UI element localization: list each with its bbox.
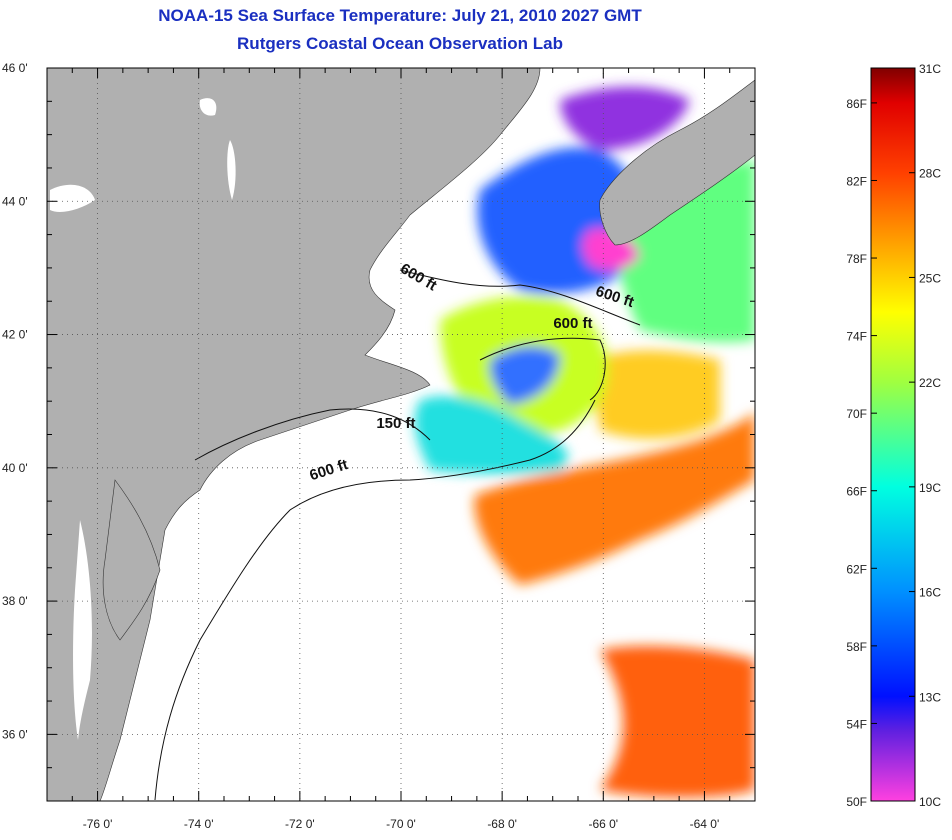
colorbar-fahrenheit-label: 82F: [846, 174, 867, 188]
contour-label: 600 ft: [553, 315, 592, 332]
graticule: [47, 68, 755, 801]
contour-600ft-georges: [479, 337, 606, 401]
lon-tick-label: -66 0': [588, 817, 618, 831]
bathymetry-contours: [154, 269, 641, 801]
lon-tick-label: -68 0': [487, 817, 517, 831]
sst-yellow-slope: [590, 350, 720, 439]
colorbar-celsius-label: 13C: [919, 690, 941, 704]
sst-blue-inner-bank: [489, 345, 560, 405]
colorbar-celsius-label: 10C: [919, 795, 941, 809]
lake-3: [50, 184, 95, 212]
contour-600ft-shelf: [154, 399, 596, 801]
lat-tick-label: 38 0': [2, 594, 28, 608]
sst-cyan-shelf: [414, 396, 568, 474]
colorbar-celsius-labels: 31C 28C 25C 22C 19C 16C 13C 10C: [909, 62, 941, 809]
colorbar-celsius-label: 16C: [919, 586, 941, 600]
land: [47, 68, 755, 801]
colorbar-celsius-label: 25C: [919, 271, 941, 285]
contour-label: 150 ft: [376, 415, 415, 432]
lat-tick-label: 44 0': [2, 194, 28, 208]
colorbar: [870, 67, 916, 802]
colorbar-fahrenheit-label: 62F: [846, 562, 867, 576]
colorbar-fahrenheit-label: 70F: [846, 407, 867, 421]
contour-150ft: [194, 408, 431, 461]
lon-tick-label: -72 0': [285, 817, 315, 831]
colorbar-fahrenheit-label: 54F: [846, 717, 867, 731]
latitude-axis: 46 0' 44 0' 42 0' 40 0' 38 0' 36 0': [2, 61, 755, 802]
sst-warm-south: [600, 645, 755, 798]
lake-1: [199, 98, 217, 116]
colorbar-fahrenheit-labels: 86F 82F 78F 74F 70F 66F 62F 58F 54F 50F: [846, 97, 877, 809]
land-delmarva: [102, 479, 161, 641]
lat-tick-label: 46 0': [2, 61, 28, 75]
longitude-axis: -76 0' -74 0' -72 0' -70 0' -68 0' -66 0' -64 …: [46, 68, 756, 831]
colorbar-fahrenheit-label: 50F: [846, 795, 867, 809]
land-nova-scotia: [599, 79, 755, 246]
land-north-america: [47, 68, 541, 801]
colorbar-fahrenheit-label: 78F: [846, 252, 867, 266]
sst-warm-band: [474, 410, 755, 585]
lat-tick-label: 36 0': [2, 727, 28, 741]
colorbar-celsius-label: 19C: [919, 481, 941, 495]
inland-water: [50, 98, 236, 740]
lon-tick-label: -76 0': [83, 817, 113, 831]
chesapeake: [73, 520, 92, 740]
lon-tick-label: -74 0': [184, 817, 214, 831]
contour-600ft-gulf: [399, 269, 641, 326]
sst-purple-bay: [560, 86, 690, 150]
lake-2: [227, 140, 236, 200]
lon-tick-label: -64 0': [690, 817, 720, 831]
map-subtitle: Rutgers Coastal Ocean Observation Lab: [237, 34, 563, 53]
colorbar-fahrenheit-label: 66F: [846, 485, 867, 499]
colorbar-fahrenheit-label: 58F: [846, 640, 867, 654]
lon-tick-label: -70 0': [386, 817, 416, 831]
colorbar-celsius-label: 28C: [919, 167, 941, 181]
lat-tick-label: 42 0': [2, 328, 28, 342]
lat-tick-label: 40 0': [2, 461, 28, 475]
colorbar-celsius-label: 31C: [919, 62, 941, 76]
sst-imagery: [414, 86, 755, 798]
colorbar-celsius-label: 22C: [919, 376, 941, 390]
colorbar-fahrenheit-label: 74F: [846, 330, 867, 344]
colorbar-fahrenheit-label: 86F: [846, 97, 867, 111]
map-title: NOAA-15 Sea Surface Temperature: July 21…: [158, 6, 642, 25]
